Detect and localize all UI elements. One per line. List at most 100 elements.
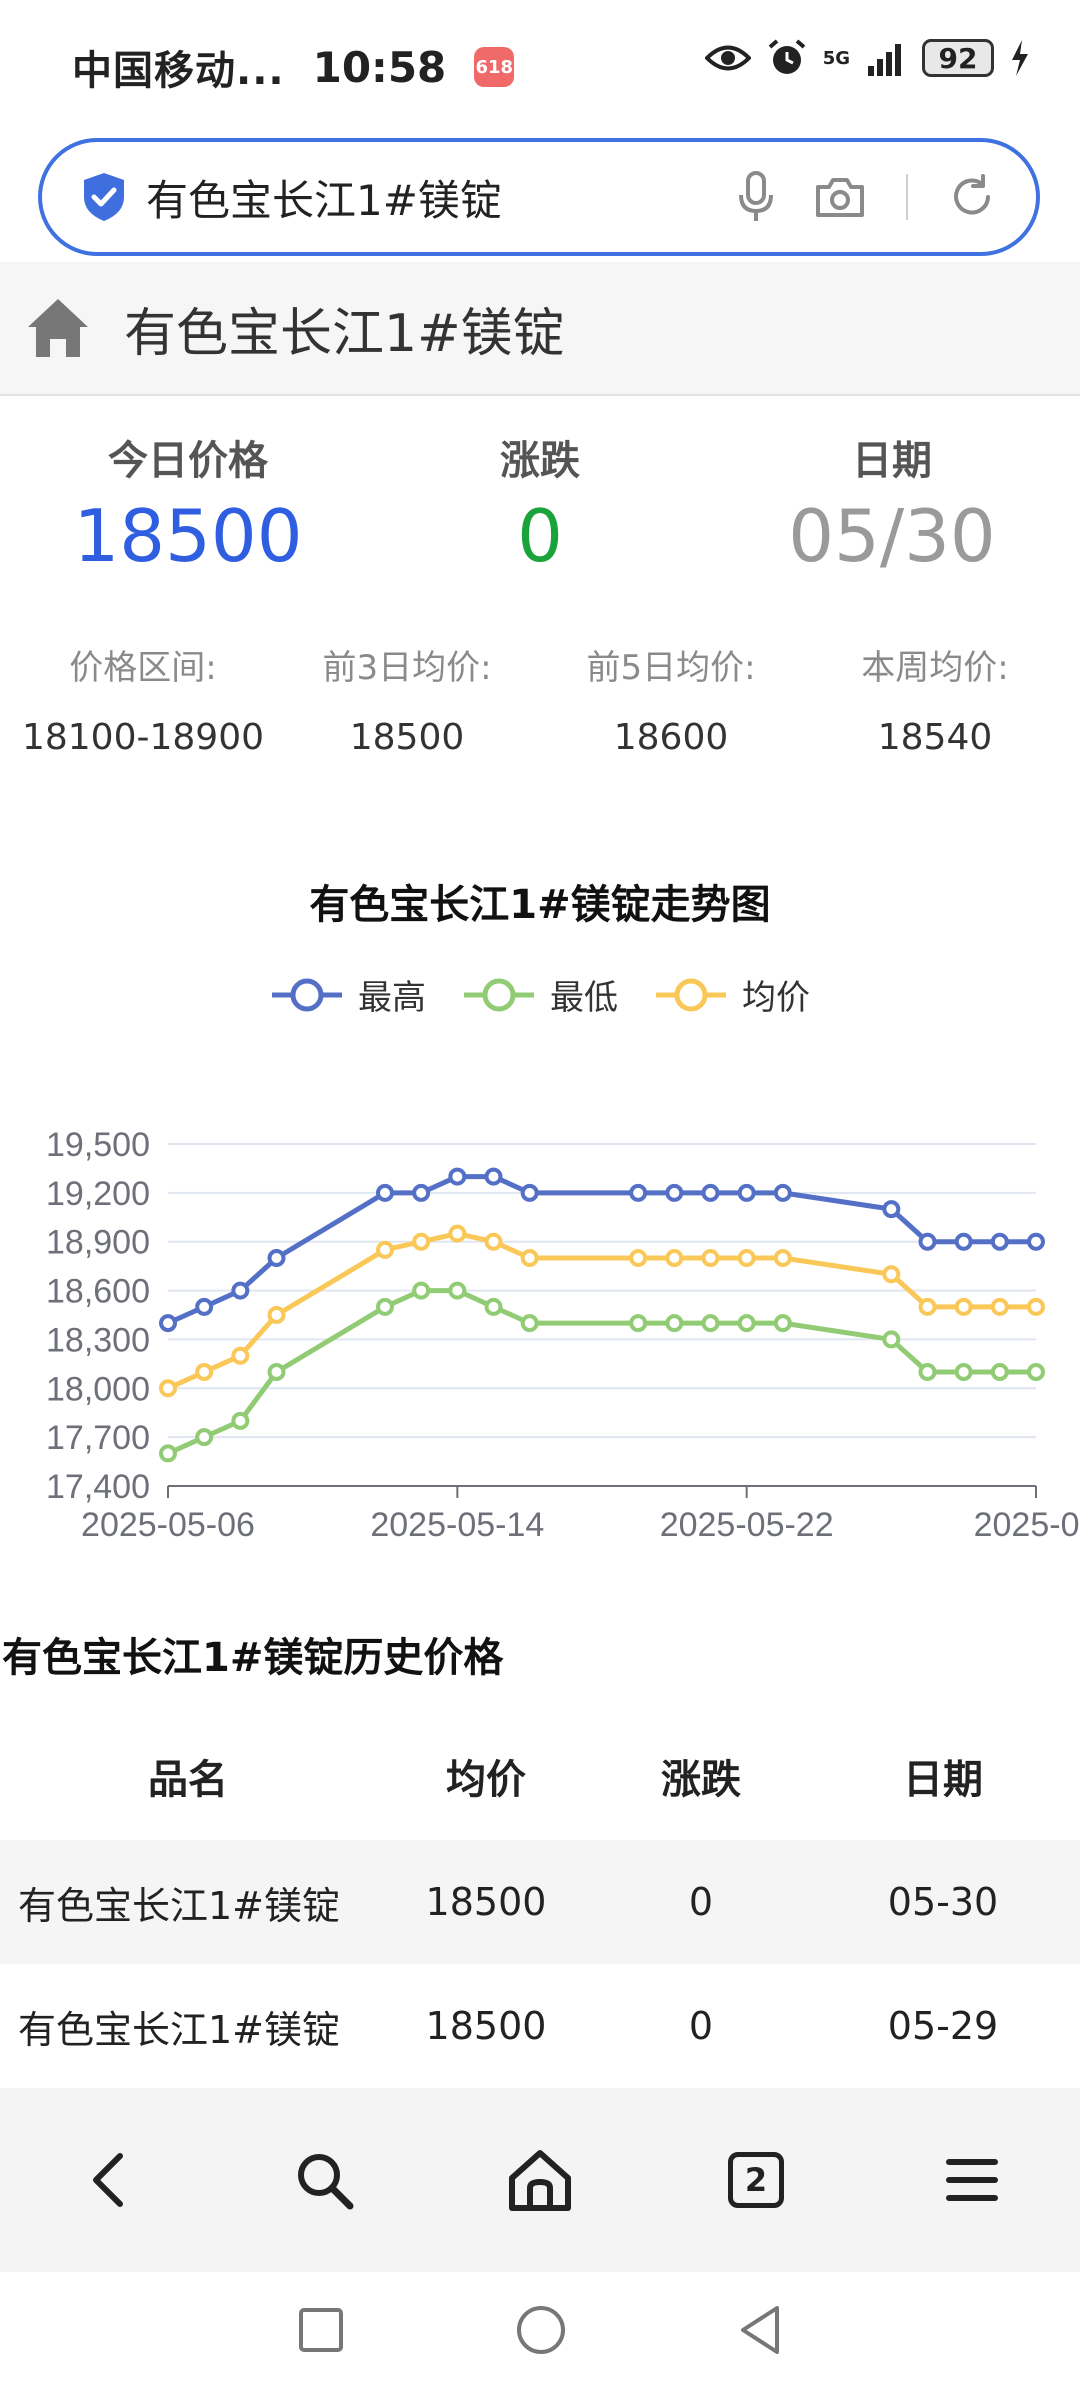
promo-badge-icon: 618 xyxy=(474,47,515,87)
chart-legend: 最高 最低 均价 xyxy=(0,970,1080,1019)
page-header: 有色宝长江1#镁锭 xyxy=(0,262,1080,396)
search-query-text[interactable]: 有色宝长江1#镁锭 xyxy=(146,175,502,225)
data-point xyxy=(737,1183,756,1202)
nav-back-button[interactable] xyxy=(48,2120,168,2240)
tab-count: 2 xyxy=(744,2161,768,2199)
back-icon xyxy=(93,2153,123,2207)
data-point xyxy=(773,1249,792,1267)
table-row[interactable]: 有色宝长江1#镁锭 18500 0 05-29 xyxy=(0,1964,1080,2088)
data-point xyxy=(665,1249,684,1267)
trend-chart[interactable]: 19,500 19,200 18,900 18,600 18,300 18,000 17,7… xyxy=(0,1100,1080,1560)
data-point xyxy=(412,1183,431,1202)
data-point xyxy=(1027,1363,1045,1381)
legend-item-avg[interactable]: 均价 xyxy=(654,970,810,1019)
data-point xyxy=(629,1249,648,1267)
stat-value: 18540 xyxy=(877,717,993,758)
data-point xyxy=(737,1249,756,1267)
data-point xyxy=(629,1314,648,1333)
stat-label: 前5日均价: xyxy=(586,648,756,688)
tabs-icon: 2 xyxy=(728,2152,784,2208)
series-line-2 xyxy=(166,1231,1036,1391)
y-tick-label: 18,900 xyxy=(46,1224,150,1262)
column-header: 均价 xyxy=(446,1757,526,1803)
data-point xyxy=(882,1330,901,1349)
data-point xyxy=(159,1444,177,1463)
clock: 10:58 xyxy=(312,42,447,92)
search-actions xyxy=(738,171,996,223)
date-block: 日期 05/30 xyxy=(712,428,1072,578)
stat-label: 前3日均价: xyxy=(322,648,492,688)
stat-label: 价格区间: xyxy=(69,648,217,688)
data-point xyxy=(376,1183,394,1202)
system-back-icon[interactable] xyxy=(737,2304,783,2356)
camera-icon[interactable] xyxy=(814,175,866,219)
series-line-1 xyxy=(166,1288,1036,1456)
stat-week-avg: 本周均价: 18540 xyxy=(800,640,1070,758)
stat-value: 18100-18900 xyxy=(21,717,265,758)
charging-icon xyxy=(1012,40,1028,76)
today-price-label: 今日价格 xyxy=(108,438,268,484)
data-point xyxy=(267,1249,286,1267)
stat-value: 18600 xyxy=(613,717,729,758)
legend-marker-icon xyxy=(464,978,534,1011)
stat-label: 本周均价: xyxy=(861,648,1009,688)
y-tick-label: 19,200 xyxy=(46,1175,150,1213)
legend-marker-icon xyxy=(656,978,726,1011)
table-header: 品名 均价 涨跌 日期 xyxy=(0,1712,1080,1840)
data-point xyxy=(195,1428,214,1447)
refresh-icon[interactable] xyxy=(948,173,996,221)
table-row[interactable]: 有色宝长江1#镁锭 18500 0 05-30 xyxy=(0,1840,1080,1964)
legend-item-high[interactable]: 最高 xyxy=(270,970,426,1019)
cell-change: 0 xyxy=(688,1880,714,1924)
data-point xyxy=(990,1232,1009,1251)
data-point xyxy=(412,1232,431,1251)
data-point xyxy=(520,1183,539,1202)
cell-change: 0 xyxy=(688,2004,714,2048)
microphone-icon[interactable] xyxy=(738,171,774,223)
data-point xyxy=(231,1281,250,1300)
data-point xyxy=(520,1249,539,1267)
cell-avg: 18500 xyxy=(425,1880,547,1924)
today-price-value: 18500 xyxy=(73,494,303,578)
data-point xyxy=(267,1363,286,1381)
nav-menu-button[interactable] xyxy=(912,2120,1032,2240)
data-point xyxy=(737,1314,756,1333)
page-title: 有色宝长江1#镁锭 xyxy=(124,303,565,364)
recents-icon[interactable] xyxy=(297,2306,345,2354)
data-point xyxy=(195,1363,214,1381)
x-tick-label: 2025-05-14 xyxy=(370,1506,544,1544)
cell-date: 05-29 xyxy=(887,2004,999,2048)
data-point xyxy=(231,1411,250,1430)
home-icon[interactable] xyxy=(26,297,90,359)
x-tick-label: 2025-05 xyxy=(974,1506,1080,1544)
nav-home-button[interactable] xyxy=(480,2120,600,2240)
data-point xyxy=(195,1297,214,1316)
data-point xyxy=(701,1314,720,1333)
today-price-block: 今日价格 18500 xyxy=(8,428,368,578)
legend-label: 最低 xyxy=(550,978,618,1018)
nav-search-button[interactable] xyxy=(264,2120,384,2240)
stat-3day-avg: 前3日均价: 18500 xyxy=(272,640,542,758)
data-point xyxy=(231,1346,250,1365)
data-point xyxy=(629,1183,648,1202)
cell-name: 有色宝长江1#镁锭 xyxy=(18,2007,341,2052)
address-search-bar[interactable]: 有色宝长江1#镁锭 xyxy=(38,138,1040,256)
carrier-name: 中国移动... xyxy=(72,48,285,94)
data-point xyxy=(520,1314,539,1333)
column-header: 日期 xyxy=(903,1757,983,1803)
nav-tabs-button[interactable]: 2 xyxy=(696,2120,816,2240)
status-left: 中国移动... 10:58 618 xyxy=(72,38,515,96)
y-tick-label: 18,000 xyxy=(46,1370,150,1408)
data-point xyxy=(484,1297,503,1316)
legend-item-low[interactable]: 最低 xyxy=(462,970,618,1019)
data-point xyxy=(448,1224,467,1243)
data-point xyxy=(990,1363,1009,1381)
legend-label: 最高 xyxy=(358,978,426,1018)
data-point xyxy=(159,1314,177,1333)
data-point xyxy=(773,1183,792,1202)
data-point xyxy=(882,1200,901,1219)
data-point xyxy=(1027,1232,1045,1251)
signal-icon xyxy=(868,44,901,76)
system-home-icon[interactable] xyxy=(515,2304,567,2356)
data-point xyxy=(701,1249,720,1267)
